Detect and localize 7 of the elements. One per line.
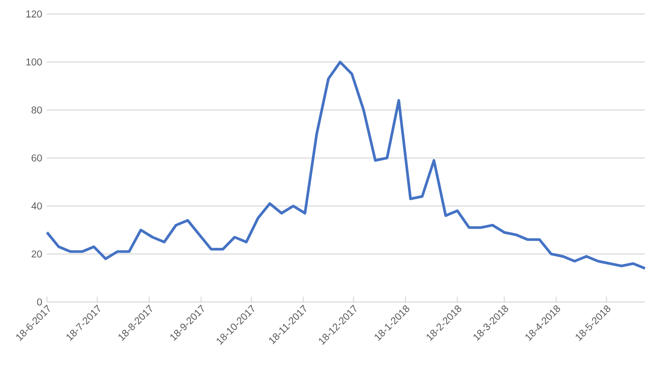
y-tick-label: 0 <box>37 298 42 306</box>
y-tick-label: 80 <box>32 106 42 114</box>
y-tick-label: 20 <box>32 250 42 258</box>
y-tick-label: 40 <box>31 202 42 210</box>
y-tick-label: 100 <box>26 58 42 66</box>
y-tick-label: 60 <box>32 154 42 162</box>
y-tick-label: 120 <box>26 10 42 18</box>
